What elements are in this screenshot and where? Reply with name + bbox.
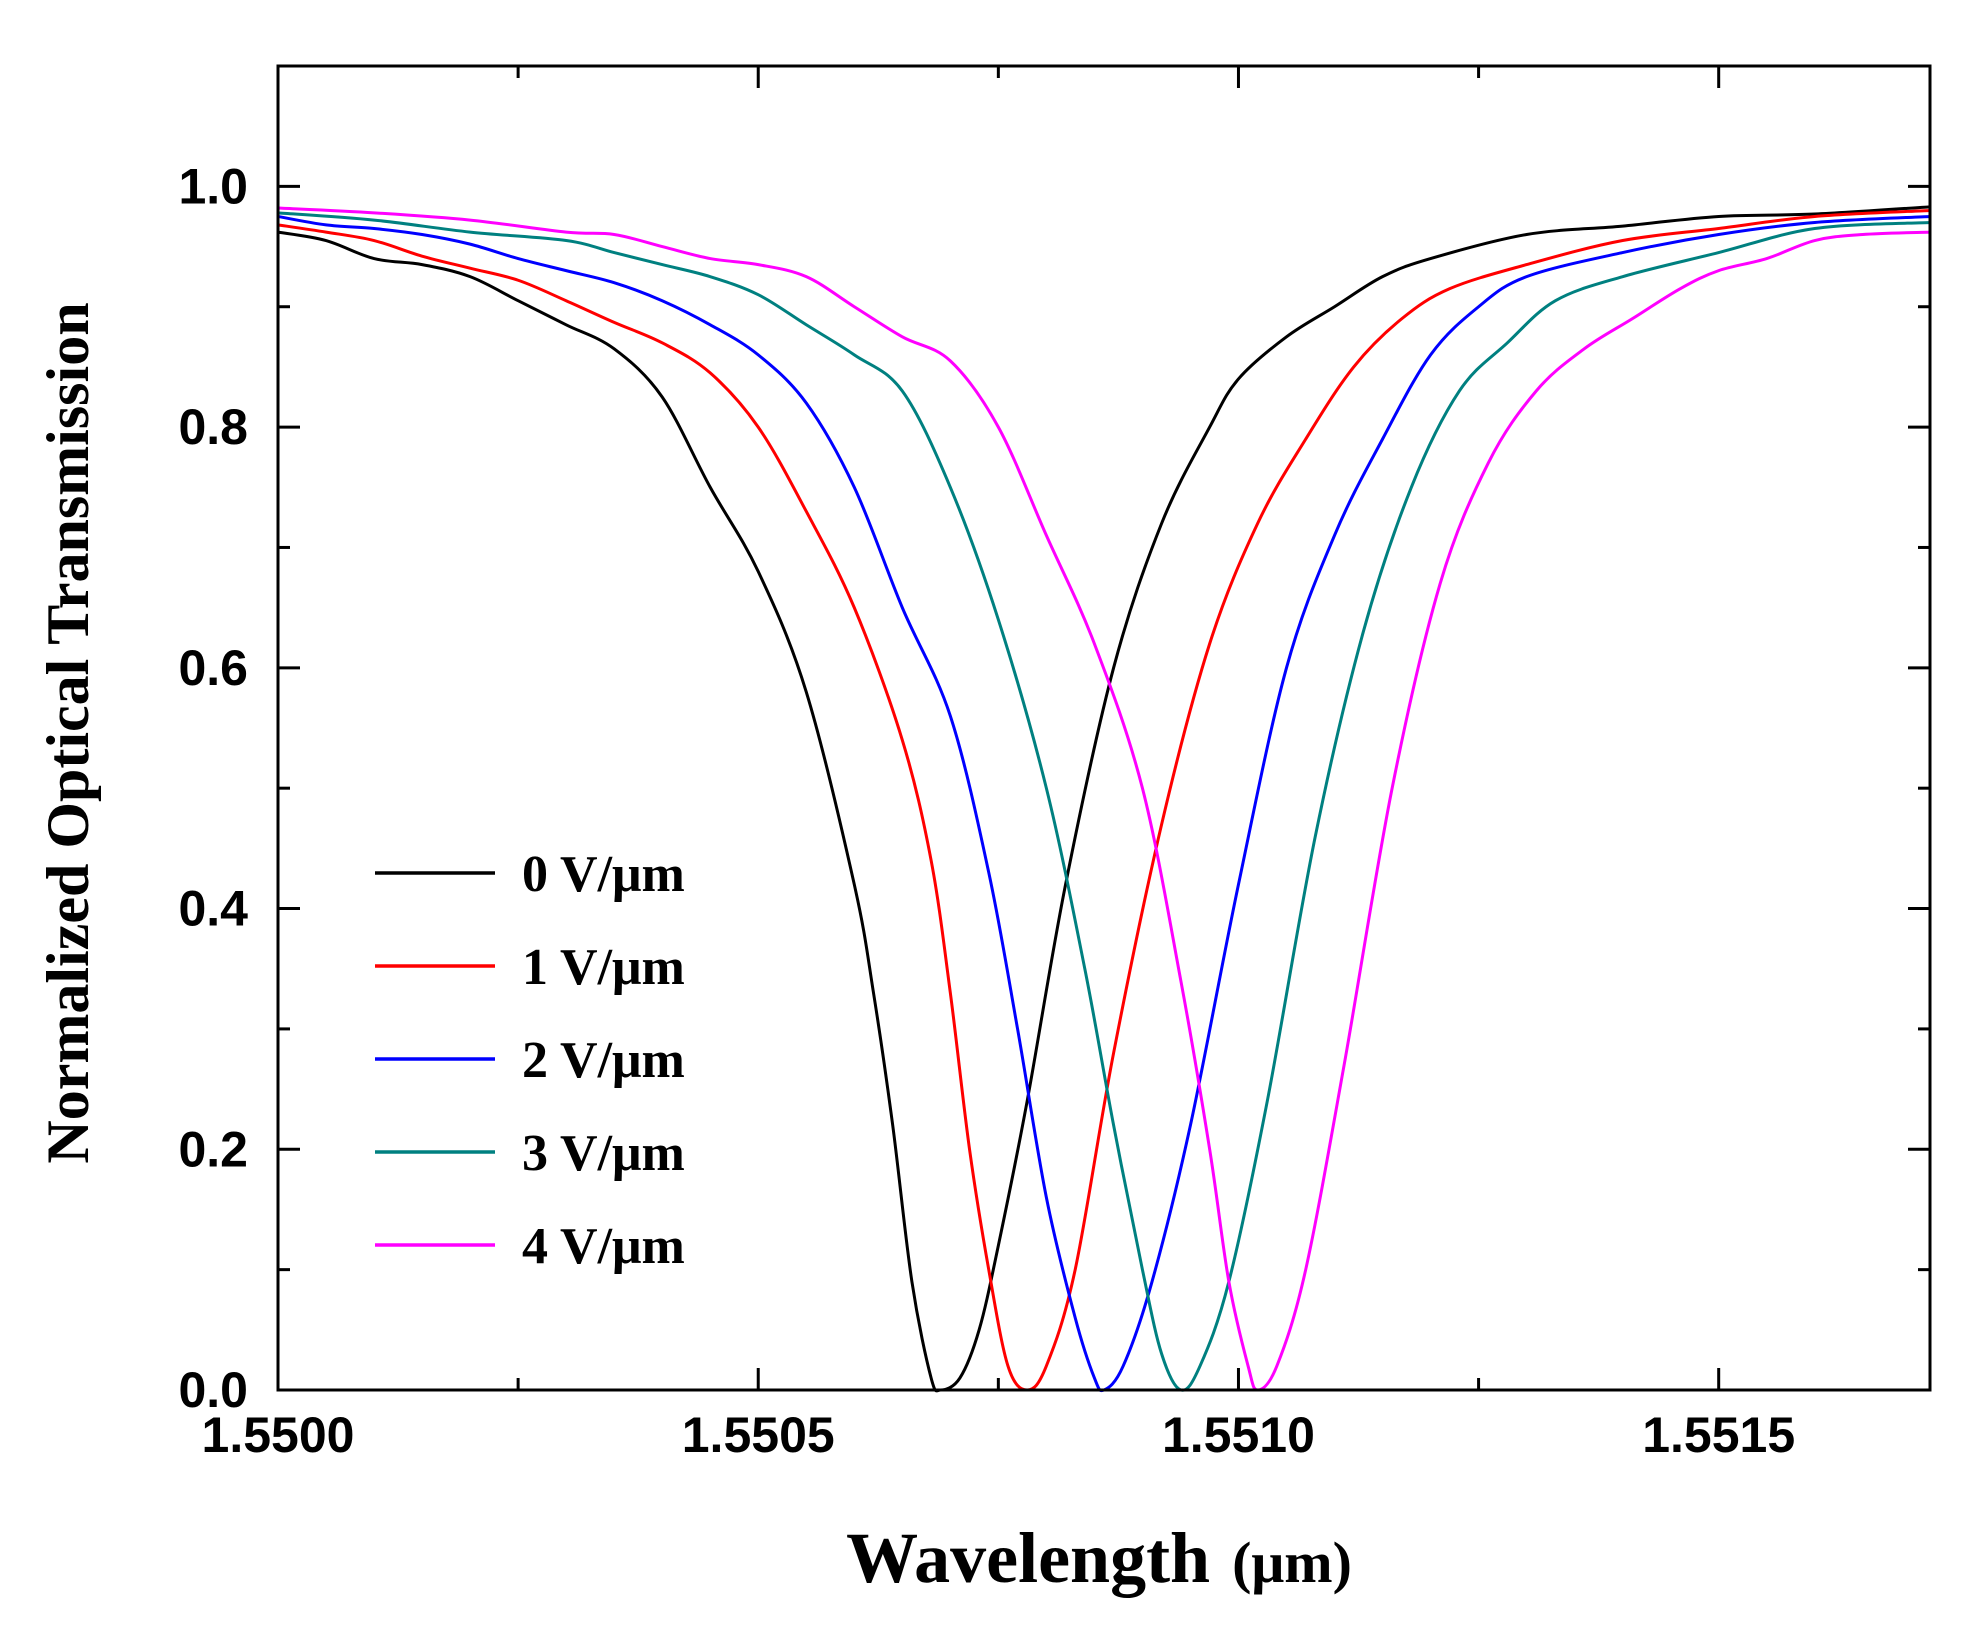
y-tick-label: 0.2 [178, 1121, 248, 1177]
series-line-1 [277, 208, 1931, 1392]
legend: 0 V/μm 1 V/μm 2 V/μm 3 V/μm 4 V/μm [375, 846, 685, 1275]
x-tick-label: 1.5510 [1162, 1407, 1315, 1463]
y-tick-label: 0.0 [178, 1362, 248, 1418]
legend-label-3: 3 V/μm [522, 1125, 685, 1182]
y-axis-title: Normalized Optical Transmission [35, 302, 101, 1163]
legend-label-1: 1 V/μm [522, 939, 685, 996]
x-axis-title: Wavelength (μm) [846, 1518, 1352, 1598]
x-axis-title-text: Wavelength [846, 1518, 1210, 1598]
plot-frame [276, 64, 1932, 1392]
series-line-0 [277, 205, 1931, 1393]
series-line-3 [277, 211, 1931, 1392]
tick-labels-layer: 1.5500 1.5505 1.5510 1.5515 0.0 0.2 0.4 0.6 0.8 1… [178, 158, 1795, 1463]
series-layer [277, 205, 1931, 1393]
x-axis-title-unit: (μm) [1232, 1530, 1352, 1595]
series-line-4 [277, 206, 1931, 1392]
legend-label-4: 4 V/μm [522, 1218, 685, 1275]
y-tick-label: 0.6 [178, 640, 248, 696]
x-tick-label: 1.5500 [202, 1407, 355, 1463]
y-tick-label: 0.4 [178, 881, 248, 937]
series-line-2 [277, 214, 1931, 1393]
legend-label-0: 0 V/μm [522, 846, 685, 903]
x-tick-label: 1.5515 [1642, 1407, 1795, 1463]
ticks-layer [276, 64, 1930, 1392]
legend-label-2: 2 V/μm [522, 1032, 685, 1089]
y-tick-label: 1.0 [178, 158, 248, 214]
x-tick-label: 1.5505 [682, 1407, 835, 1463]
y-tick-label: 0.8 [178, 399, 248, 455]
